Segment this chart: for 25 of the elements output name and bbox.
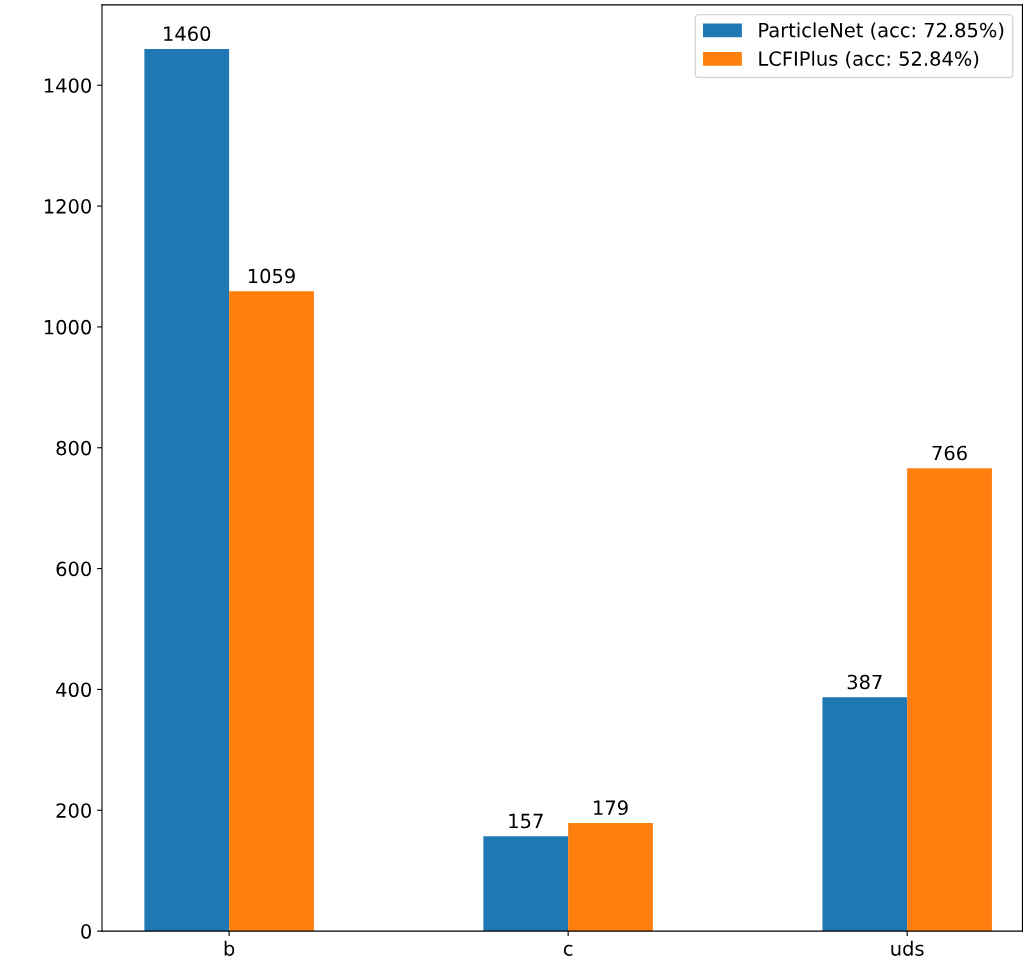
- y-tick-label: 1200: [44, 199, 91, 214]
- data-label: 179: [594, 800, 628, 816]
- bar: [229, 291, 314, 932]
- x-tick-label: uds: [891, 940, 924, 956]
- y-tick-label: 1400: [44, 78, 91, 93]
- y-tick-label: 0: [81, 924, 91, 939]
- bar: [822, 697, 908, 932]
- data-label: 387: [847, 674, 882, 690]
- data-label: 1059: [248, 268, 295, 284]
- x-tick-label: b: [224, 940, 235, 956]
- bar: [483, 836, 569, 932]
- data-label: 157: [509, 813, 543, 829]
- y-tick-label: 800: [56, 440, 91, 456]
- data-label: 766: [932, 445, 967, 461]
- bar: [144, 48, 230, 932]
- bar: [907, 468, 992, 932]
- y-tick-label: 1000: [44, 319, 91, 335]
- x-tick-label: c: [563, 944, 573, 956]
- legend-label: LCFIPlus (acc: 52.84%): [759, 50, 979, 69]
- y-tick-label: 200: [56, 803, 91, 818]
- y-tick-label: 400: [56, 682, 91, 698]
- y-tick-label: 600: [56, 561, 91, 577]
- bar: [568, 822, 653, 932]
- data-label: 1460: [164, 26, 211, 42]
- legend-label: ParticleNet (acc: 72.85%): [759, 22, 1004, 40]
